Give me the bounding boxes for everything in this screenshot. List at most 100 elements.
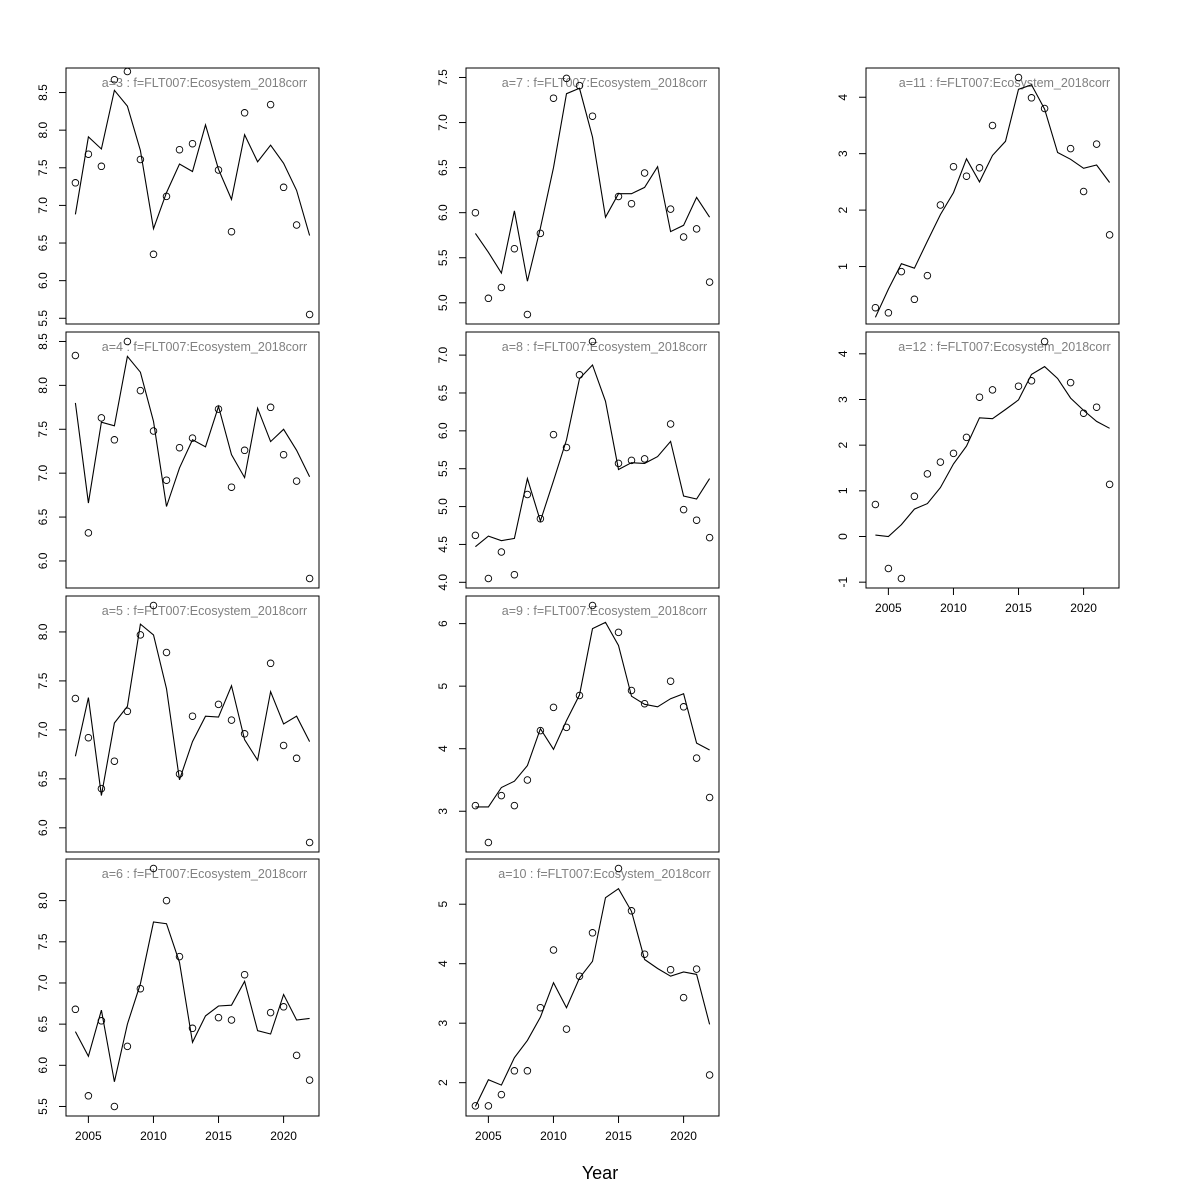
observed-point	[214, 700, 223, 709]
x-tick-label: 2010	[140, 1129, 167, 1143]
observed-point	[536, 726, 545, 735]
observed-point	[627, 199, 636, 208]
y-tick-label: 7.5	[36, 672, 50, 689]
fitted-line	[875, 365, 1110, 538]
observed-point	[305, 574, 314, 583]
panel: 5.0 5.5 6.0 6.5 7.0 7.5 a=7 : f=FLT007:Ecosyst…	[436, 67, 720, 325]
y-tick-label: 5.5	[436, 249, 450, 266]
y-tick-label: 4	[836, 94, 850, 101]
observed-point	[240, 970, 249, 979]
y-tick-label: 4.5	[436, 536, 450, 553]
y-tick-label: 8.0	[36, 377, 50, 394]
observed-point	[471, 531, 480, 540]
observed-point	[484, 1102, 493, 1110]
y-tick-label: 6.0	[436, 422, 450, 439]
observed-point	[1014, 73, 1023, 82]
observed-point	[897, 267, 906, 276]
y-tick-label: 6.0	[36, 552, 50, 569]
observed-point	[1014, 382, 1023, 390]
y-tick-label: 6.0	[36, 272, 50, 289]
y-tick-label: 6.0	[36, 1057, 50, 1074]
observed-point	[227, 227, 236, 236]
observed-point	[1040, 337, 1049, 346]
fitted-line	[475, 621, 710, 808]
y-tick-label: 7.0	[36, 197, 50, 214]
observed-point	[549, 94, 558, 102]
panel-title: a=5 : f=FLT007:Ecosystem_2018corr	[102, 604, 307, 618]
observed-point	[484, 838, 493, 847]
observed-point	[666, 965, 675, 974]
observed-point	[175, 952, 184, 961]
observed-point	[471, 208, 480, 217]
observed-point	[97, 162, 106, 171]
observed-point	[988, 386, 997, 394]
x-tick-label: 2015	[1005, 601, 1032, 615]
observed-point	[510, 570, 519, 579]
panels-group: 5.5 6.0 6.5 7.0 7.5 8.0 8.5 a=3 : f=FLT007:Ecos…	[36, 67, 1120, 1143]
observed-point	[484, 294, 493, 303]
observed-point	[149, 427, 158, 435]
observed-point	[266, 659, 275, 668]
observed-point	[227, 716, 236, 724]
observed-point	[666, 677, 675, 685]
observed-point	[1092, 403, 1101, 411]
observed-point	[1040, 104, 1049, 113]
observed-point	[1105, 231, 1114, 239]
y-tick-label: 6.5	[36, 1015, 50, 1032]
y-tick-label: -1	[836, 577, 850, 588]
observed-point	[227, 1016, 236, 1024]
fitted-line	[474, 887, 711, 1107]
observed-point	[666, 205, 675, 213]
observed-point	[614, 628, 623, 637]
y-tick-label: 7.0	[436, 114, 450, 131]
observed-point	[523, 776, 532, 784]
observed-point	[510, 801, 519, 810]
observed-point	[136, 386, 145, 395]
y-tick-label: 5.0	[436, 498, 450, 515]
observed-point	[279, 183, 288, 192]
observed-point	[562, 74, 571, 83]
observed-point	[871, 303, 880, 312]
observed-point	[1027, 94, 1036, 102]
panel: 4.0 4.5 5.0 5.5 6.0 6.5 7.0 a=8 : f=FLT007:Ecos…	[436, 331, 720, 591]
y-tick-label: 6.5	[36, 770, 50, 787]
observed-point	[975, 164, 984, 172]
observed-point	[936, 201, 945, 209]
y-tick-label: 6.5	[36, 508, 50, 525]
observed-point	[705, 1071, 714, 1079]
y-tick-label: 7.5	[36, 159, 50, 176]
observed-point	[975, 393, 984, 401]
y-tick-label: 5	[436, 901, 450, 908]
y-tick-label: 7.0	[36, 721, 50, 738]
observed-point	[897, 574, 906, 583]
observed-point	[1092, 140, 1101, 148]
observed-point	[523, 1067, 532, 1075]
observed-point	[497, 791, 506, 800]
observed-point	[679, 505, 688, 514]
fitted-line	[874, 84, 1111, 318]
fitted-line	[475, 363, 711, 548]
x-tick-label: 2005	[875, 601, 902, 615]
observed-point	[110, 1102, 119, 1111]
observed-point	[640, 455, 649, 463]
observed-point	[962, 172, 971, 180]
observed-point	[923, 271, 932, 280]
observed-point	[84, 529, 93, 537]
x-tick-label: 2015	[205, 1129, 232, 1143]
observed-point	[497, 283, 506, 292]
y-tick-label: 7.5	[36, 421, 50, 438]
observed-point	[188, 1024, 197, 1033]
observed-point	[549, 430, 558, 439]
observed-point	[292, 754, 301, 763]
observed-point	[471, 801, 480, 810]
x-tick-label: 2010	[940, 601, 967, 615]
y-tick-label: 6.0	[36, 819, 50, 836]
observed-point	[1066, 144, 1075, 153]
observed-point	[305, 310, 314, 319]
observed-point	[292, 1051, 301, 1060]
x-tick-label: 2020	[670, 1129, 697, 1143]
observed-point	[240, 109, 249, 117]
observed-point	[305, 1076, 314, 1084]
observed-point	[988, 121, 997, 130]
